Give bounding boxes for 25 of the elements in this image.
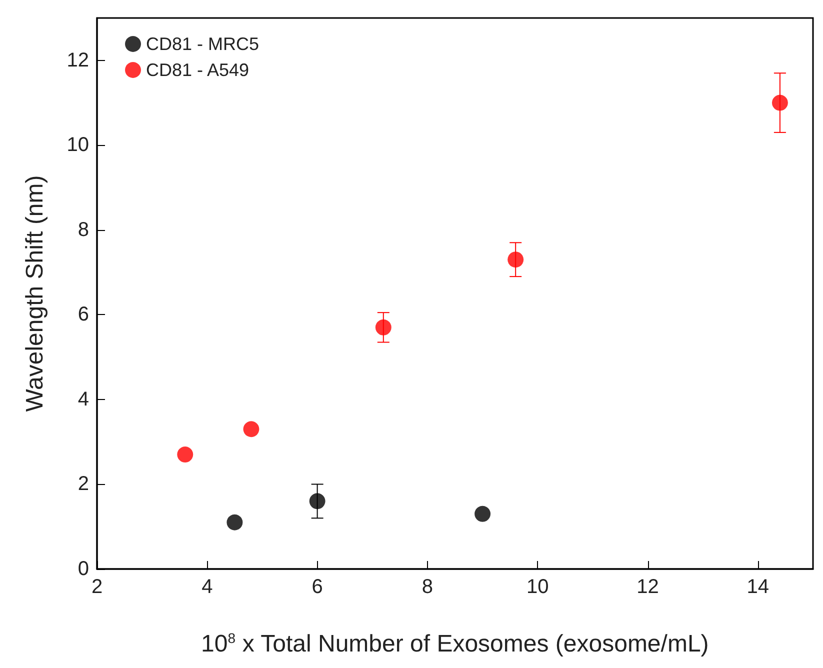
point bbox=[309, 493, 326, 510]
y-tick-label: 10 bbox=[66, 134, 89, 156]
point bbox=[243, 421, 260, 438]
x-tick-label: 6 bbox=[312, 576, 323, 598]
x-tick-label: 2 bbox=[91, 576, 103, 598]
x-tick-label: 14 bbox=[746, 576, 770, 598]
point bbox=[177, 446, 194, 463]
x-tick-label: 10 bbox=[526, 576, 549, 598]
y-tick-label: 4 bbox=[78, 388, 89, 410]
x-tick-label: 8 bbox=[422, 576, 434, 598]
point bbox=[375, 319, 392, 336]
y-tick-label: 2 bbox=[78, 473, 89, 496]
y-tick-label: 12 bbox=[66, 49, 89, 72]
y-tick-label: 0 bbox=[78, 558, 89, 580]
legend-label: CD81 - A549 bbox=[146, 60, 250, 80]
y-axis-title: Wavelength Shift (nm) bbox=[22, 175, 48, 412]
point bbox=[226, 514, 243, 530]
point bbox=[508, 252, 524, 268]
y-tick-label: 6 bbox=[78, 304, 89, 326]
x-tick-label: 12 bbox=[636, 576, 659, 598]
legend-label: CD81 - MRC5 bbox=[146, 34, 260, 54]
x-tick-label: 4 bbox=[202, 576, 213, 598]
y-tick-label: 8 bbox=[78, 218, 89, 241]
point bbox=[474, 506, 491, 522]
point bbox=[772, 94, 788, 111]
